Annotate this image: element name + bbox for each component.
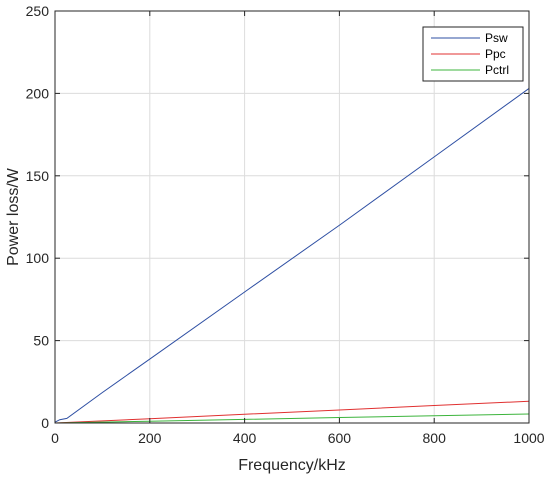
x-tick-label: 800 — [423, 430, 447, 446]
legend-label-pctrl: Pctrl — [485, 63, 509, 77]
legend-label-ppc: Ppc — [485, 47, 506, 61]
x-tick-labels: 0 200 400 600 800 1000 — [51, 430, 545, 446]
y-axis-label: Power loss/W — [5, 167, 22, 266]
x-tick-label: 400 — [233, 430, 257, 446]
ticks-group — [54, 10, 530, 424]
x-tick-label: 0 — [51, 430, 59, 446]
x-tick-label: 600 — [328, 430, 352, 446]
series-line-psw — [54, 88, 530, 423]
series-group — [54, 88, 530, 424]
y-tick-label: 100 — [26, 250, 50, 266]
x-tick-label: 200 — [138, 430, 162, 446]
legend-label-psw: Psw — [485, 31, 508, 45]
legend: Psw Ppc Pctrl — [422, 26, 524, 82]
x-tick-label: 1000 — [513, 430, 544, 446]
y-tick-label: 250 — [26, 3, 50, 19]
y-tick-label: 200 — [26, 85, 50, 101]
x-axis-label: Frequency/kHz — [238, 457, 346, 474]
plot-frame — [54, 10, 530, 424]
series-line-ppc — [54, 400, 530, 424]
y-tick-label: 50 — [33, 333, 49, 349]
series-line-pctrl — [54, 413, 530, 424]
y-tick-label: 0 — [41, 415, 49, 431]
y-tick-labels: 0 50 100 150 200 250 — [26, 3, 50, 431]
y-tick-label: 150 — [26, 168, 50, 184]
